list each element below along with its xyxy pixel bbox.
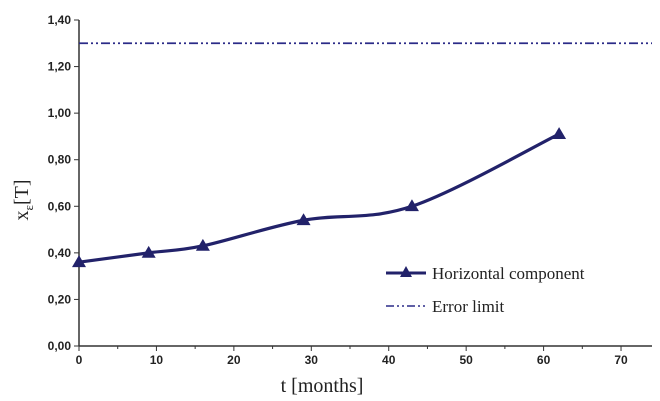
y-axis-title: xε[T]	[11, 179, 36, 220]
horizontal-component-line	[78, 132, 560, 264]
legend-label-error-limit: Error limit	[432, 297, 505, 316]
x-axis-ticks: 0 10 20 30 40 50 60 70	[76, 346, 628, 367]
x-tick-label: 10	[150, 353, 164, 367]
y-tick-label: 1,20	[48, 60, 72, 74]
legend: Horizontal component Error limit	[386, 264, 585, 316]
series-layer	[72, 42, 652, 268]
y-tick-label: 1,40	[48, 13, 72, 27]
horizontal-component-point	[296, 213, 311, 226]
y-axis-title-main: x	[11, 211, 33, 221]
x-tick-label: 0	[76, 353, 83, 367]
legend-marker-horizontal-component	[400, 266, 412, 277]
y-tick-label: 0,00	[48, 339, 72, 353]
y-tick-label: 1,00	[48, 106, 72, 120]
y-tick-label: 0,40	[48, 246, 72, 260]
x-tick-label: 20	[227, 353, 241, 367]
horizontal-component-point	[404, 199, 419, 212]
x-tick-label: 30	[305, 353, 319, 367]
x-axis-title: t [months]	[281, 375, 364, 397]
horizontal-component-point	[195, 238, 210, 251]
horizontal-component-point	[141, 245, 156, 258]
x-tick-label: 70	[614, 353, 628, 367]
axes	[78, 20, 652, 347]
y-tick-label: 0,60	[48, 199, 72, 213]
legend-label-horizontal-component: Horizontal component	[432, 264, 585, 283]
x-tick-label: 40	[382, 353, 396, 367]
y-tick-label: 0,80	[48, 153, 72, 167]
y-axis-ticks: 0,00 0,20 0,40 0,60 0,80 1,00 1,20 1,40	[48, 13, 79, 353]
horizontal-component-point	[72, 255, 86, 268]
horizontal-component-point	[552, 127, 567, 139]
y-tick-label: 0,20	[48, 292, 72, 306]
x-tick-label: 60	[537, 353, 551, 367]
y-axis-title-sub: ε	[21, 205, 36, 211]
x-tick-label: 50	[459, 353, 473, 367]
y-axis-title-unit: [T]	[11, 179, 33, 205]
